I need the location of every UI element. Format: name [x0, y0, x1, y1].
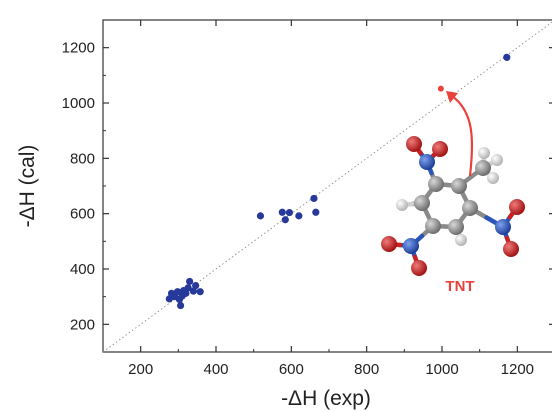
tnt-data-point	[437, 85, 444, 92]
data-point	[295, 212, 303, 220]
nitrogen-atom	[495, 219, 511, 235]
x-axis-title: -ΔH (exp)	[281, 387, 371, 410]
data-point	[186, 277, 194, 286]
carbon-atom	[451, 178, 467, 194]
data-points	[165, 53, 511, 310]
y-tick-label: 1000	[62, 95, 95, 112]
data-point	[256, 212, 265, 220]
oxygen-atom	[503, 241, 519, 257]
y-tick-label: 600	[70, 206, 95, 223]
data-point	[278, 208, 286, 216]
oxygen-atom	[509, 199, 525, 215]
y-axis-title: -ΔH (cal)	[16, 145, 39, 228]
data-point	[281, 216, 289, 224]
oxygen-atom	[406, 136, 422, 152]
data-point	[503, 53, 511, 61]
carbon-atom	[428, 176, 444, 192]
nitrogen-atom	[419, 154, 435, 170]
carbon-atom	[462, 200, 478, 216]
tnt-molecule-illustration	[381, 136, 525, 276]
hydrogen-atom	[455, 234, 467, 246]
carbon-atom	[475, 160, 491, 176]
data-point	[196, 288, 204, 296]
tnt-arrow-head	[446, 91, 458, 103]
y-axis-ticks: 200 400 600 800 1000 1200	[62, 19, 552, 353]
data-point	[312, 208, 320, 216]
oxygen-atom	[432, 141, 448, 157]
oxygen-atom	[411, 260, 427, 276]
data-point	[285, 208, 294, 217]
x-tick-label: 400	[203, 361, 228, 378]
x-tick-label: 1000	[425, 361, 458, 378]
oxygen-atom	[381, 236, 397, 252]
data-point	[189, 287, 197, 295]
data-point	[184, 284, 192, 292]
hydrogen-atom	[478, 147, 490, 159]
x-axis-ticks: 200 400 600 800 1000 1200	[102, 20, 534, 378]
tnt-annotation-label: TNT	[445, 278, 474, 295]
x-tick-label: 1200	[501, 361, 534, 378]
x-tick-label: 600	[279, 361, 304, 378]
tnt-annotation-arrow	[451, 95, 474, 177]
carbon-atom	[425, 218, 441, 234]
y-tick-label: 800	[70, 150, 95, 167]
hydrogen-atom	[487, 172, 499, 184]
y-tick-label: 1200	[62, 40, 95, 57]
x-tick-label: 800	[354, 361, 379, 378]
data-point	[173, 288, 182, 296]
data-point	[192, 282, 200, 290]
hydrogen-atom	[491, 154, 503, 166]
y-tick-label: 200	[70, 316, 95, 333]
data-point	[176, 301, 185, 310]
nitrogen-atom	[403, 238, 419, 254]
carbon-atom	[448, 219, 464, 235]
data-point	[182, 289, 190, 297]
data-point	[310, 194, 318, 203]
carbon-atom	[414, 195, 430, 211]
y-tick-label: 400	[70, 261, 95, 278]
hydrogen-atom	[396, 199, 408, 211]
x-tick-label: 200	[128, 361, 153, 378]
